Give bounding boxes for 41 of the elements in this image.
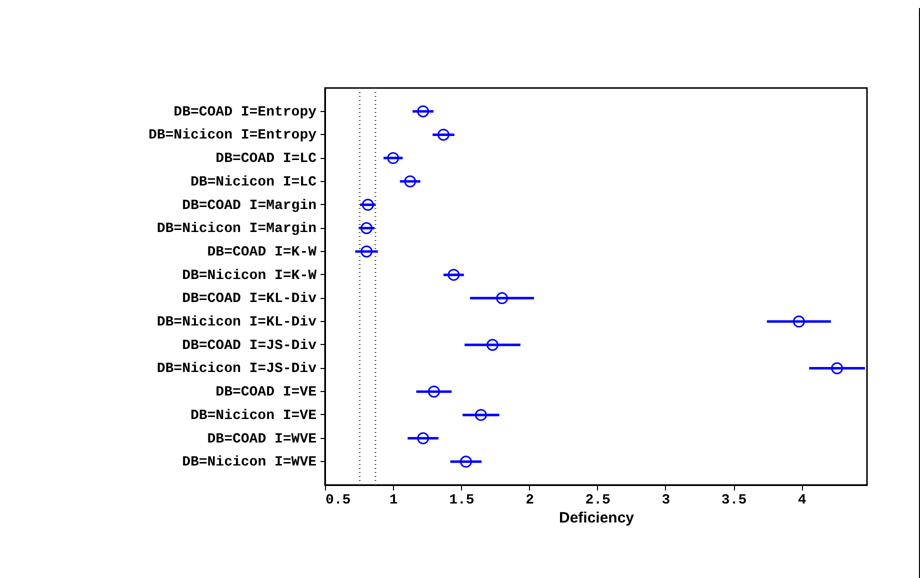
point — [496, 292, 508, 304]
x-tick-label: 3 — [662, 492, 670, 508]
point — [404, 175, 416, 188]
y-tick-label: DB=COAD I=Margin — [182, 198, 316, 214]
point — [428, 386, 440, 398]
point — [362, 198, 374, 211]
point — [360, 222, 373, 234]
point — [486, 338, 498, 351]
x-axis-title: Deficiency — [558, 510, 635, 526]
y-tick-label: DB=Nicicon I=WVE — [182, 454, 316, 471]
y-tick-label: DB=COAD I=KL-Div — [182, 291, 318, 308]
y-tick-label: DB=COAD I=WVE — [207, 431, 316, 448]
y-tick-label: DB=Nicicon I=JS-Div — [156, 361, 318, 378]
point — [474, 408, 487, 421]
x-tick-label: 2.5 — [585, 492, 610, 508]
x-tick-label: 4 — [798, 492, 806, 508]
point — [831, 362, 844, 374]
point — [448, 268, 460, 281]
y-tick-label: DB=Nicicon I=LC — [190, 174, 318, 190]
point — [437, 128, 450, 141]
y-tick-label: DB=Nicicon I=K-W — [182, 268, 318, 284]
y-tick-label: DB=COAD I=LC — [216, 151, 318, 168]
x-tick-label: 0.5 — [326, 492, 351, 508]
point — [460, 456, 472, 468]
y-tick-label: DB=COAD I=VE — [216, 384, 316, 401]
point — [417, 432, 430, 444]
point — [387, 152, 400, 164]
x-tick-label: 3.5 — [721, 492, 747, 508]
point — [360, 245, 373, 258]
y-tick-label: DB=COAD I=JS-Div — [182, 338, 318, 354]
y-tick-label: DB=Nicicon I=VE — [190, 408, 316, 424]
y-tick-label: DB=Nicicon I=Margin — [156, 221, 316, 238]
x-tick-label: 1 — [389, 492, 398, 508]
y-tick-label: DB=COAD I=Entropy — [174, 104, 318, 120]
point — [792, 316, 805, 328]
y-tick-label: DB=Nicicon I=KL-Div — [156, 314, 318, 331]
x-tick-label: 2 — [526, 492, 534, 508]
y-tick-label: DB=COAD I=K-W — [207, 244, 318, 260]
x-tick-label: 1.5 — [449, 492, 474, 508]
point — [417, 105, 430, 118]
y-tick-label: DB=Nicicon I=Entropy — [148, 128, 318, 144]
